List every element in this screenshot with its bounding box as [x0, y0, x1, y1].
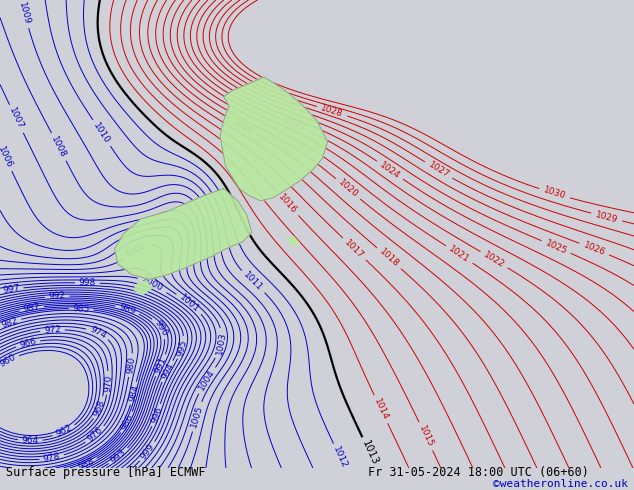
Polygon shape	[287, 237, 299, 246]
Text: 1004: 1004	[197, 368, 216, 392]
Text: 994: 994	[160, 362, 175, 381]
Text: 1001: 1001	[178, 293, 201, 315]
Text: 989: 989	[118, 302, 137, 317]
Text: 972: 972	[44, 325, 61, 335]
Text: 1014: 1014	[372, 397, 390, 421]
Text: 968: 968	[92, 398, 107, 417]
Text: 970: 970	[103, 374, 113, 392]
Text: 988: 988	[76, 456, 96, 472]
Text: 976: 976	[86, 426, 105, 444]
Text: 1021: 1021	[447, 245, 471, 265]
Polygon shape	[115, 189, 252, 279]
Text: 1006: 1006	[0, 145, 14, 169]
Text: 1000: 1000	[140, 275, 165, 294]
Text: 984: 984	[127, 384, 140, 402]
Text: 1009: 1009	[17, 1, 32, 25]
Text: 1016: 1016	[276, 192, 299, 216]
Text: 974: 974	[88, 325, 107, 341]
Text: 1013: 1013	[360, 439, 380, 467]
Text: 997: 997	[2, 284, 20, 295]
Text: ©weatheronline.co.uk: ©weatheronline.co.uk	[493, 479, 628, 489]
Text: 1010: 1010	[92, 121, 112, 145]
Text: 964: 964	[22, 436, 39, 445]
Text: 999: 999	[139, 442, 157, 461]
Text: 985: 985	[72, 304, 90, 314]
Text: 1020: 1020	[337, 178, 359, 200]
Text: 1008: 1008	[49, 135, 68, 159]
Text: 1005: 1005	[189, 404, 204, 429]
Text: 1015: 1015	[417, 424, 435, 449]
Text: 998: 998	[79, 278, 96, 288]
Text: 1007: 1007	[8, 106, 25, 131]
Text: 1023: 1023	[282, 116, 306, 134]
Text: 986: 986	[119, 413, 135, 432]
Text: 978: 978	[42, 452, 61, 464]
Text: 960: 960	[0, 353, 18, 369]
Text: 1019: 1019	[231, 117, 256, 136]
Text: 1026: 1026	[582, 241, 607, 258]
Text: 1025: 1025	[544, 238, 569, 256]
Text: 1028: 1028	[320, 103, 344, 119]
Text: 962: 962	[55, 423, 74, 439]
Text: 1024: 1024	[378, 160, 402, 180]
Text: 1027: 1027	[427, 160, 451, 180]
Text: 1011: 1011	[242, 270, 264, 293]
Text: 1022: 1022	[482, 250, 506, 270]
Text: 996: 996	[149, 406, 164, 425]
Text: 1003: 1003	[214, 331, 227, 355]
Text: 1029: 1029	[595, 210, 619, 224]
Text: 982: 982	[0, 316, 19, 330]
Polygon shape	[134, 281, 152, 294]
Text: Fr 31-05-2024 18:00 UTC (06+60): Fr 31-05-2024 18:00 UTC (06+60)	[368, 466, 588, 479]
Text: 992: 992	[48, 292, 66, 301]
Text: 991: 991	[153, 356, 168, 375]
Text: 995: 995	[176, 338, 189, 357]
Polygon shape	[220, 77, 328, 201]
Text: 966: 966	[18, 337, 37, 350]
Text: Surface pressure [hPa] ECMWF: Surface pressure [hPa] ECMWF	[6, 466, 206, 479]
Text: 1018: 1018	[377, 247, 401, 269]
Text: 1002: 1002	[124, 240, 148, 259]
Text: 1030: 1030	[542, 186, 567, 201]
Text: 1012: 1012	[331, 445, 349, 470]
Text: 980: 980	[125, 356, 136, 374]
Text: 990: 990	[152, 318, 169, 338]
Text: 987: 987	[22, 302, 41, 315]
Text: 993: 993	[109, 447, 128, 465]
Text: 1017: 1017	[343, 238, 366, 260]
